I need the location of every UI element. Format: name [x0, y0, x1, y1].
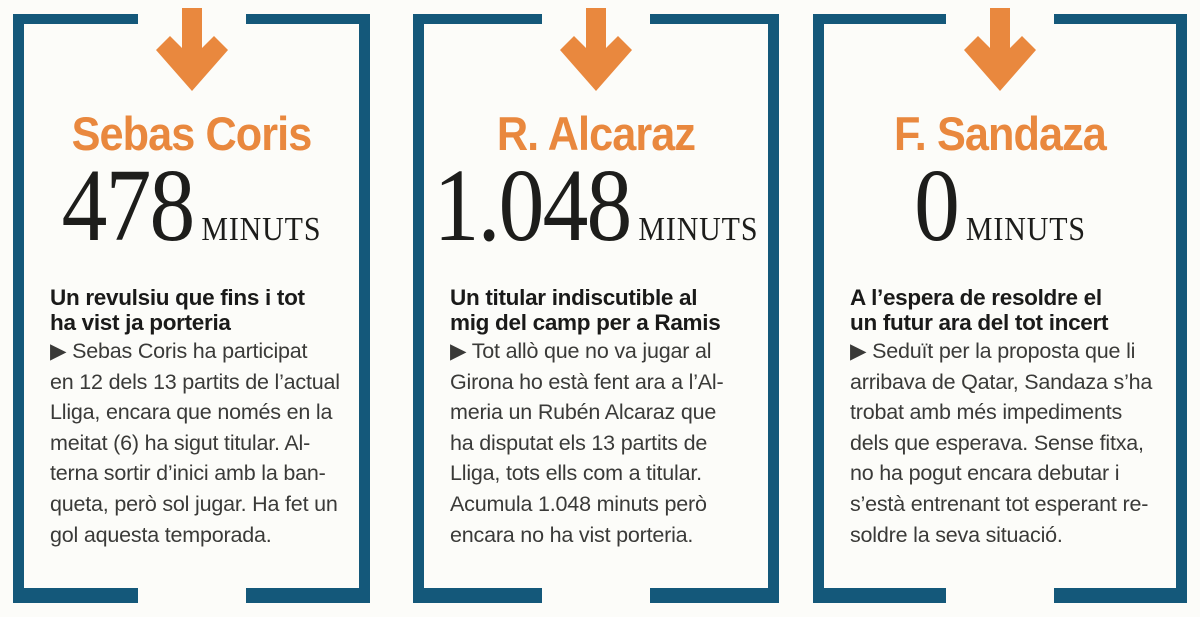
frame-left-edge: [13, 14, 24, 603]
player-panel-r-alcaraz: R. Alcaraz 1.048 MINUTS Un titular indis…: [413, 8, 779, 603]
panel-body-text: ▶ Seduït per la proposta que li arribava…: [850, 339, 1153, 547]
panel-headline: Un revulsiu que fins i tot ha vist ja po…: [50, 285, 305, 335]
player-name: Sebas Coris: [71, 107, 313, 160]
minutes-value: 0: [914, 148, 960, 263]
minutes-row: 1.048 MINUTS: [433, 148, 759, 263]
frame-bottom-left-segment: [13, 588, 138, 603]
minutes-unit-label: MINUTS: [638, 211, 759, 248]
player-name: F. Sandaza: [894, 107, 1107, 160]
panel-body-text: ▶ Tot allò que no va jugar al Girona ho …: [450, 339, 724, 547]
frame-top-left-segment: [813, 14, 946, 24]
minutes-value: 478: [61, 148, 196, 263]
panel-headline: A l’espera de resoldre el un futur ara d…: [850, 285, 1109, 335]
frame-right-edge: [768, 14, 779, 603]
frame-right-edge: [359, 14, 370, 603]
frame-top-right-segment: [650, 14, 779, 24]
down-arrow-icon: [560, 8, 632, 91]
frame-top-right-segment: [1054, 14, 1187, 24]
frame-top-right-segment: [245, 14, 370, 24]
frame-left-edge: [413, 14, 424, 603]
minutes-unit-label: MINUTS: [965, 211, 1086, 248]
minutes-unit-label: MINUTS: [201, 211, 322, 248]
frame-right-edge: [1176, 14, 1187, 603]
frame-top-left-segment: [13, 14, 138, 24]
minutes-row: 478 MINUTS: [34, 154, 348, 258]
frame-bottom-right-segment: [650, 588, 779, 603]
player-panel-f-sandaza: F. Sandaza 0 MINUTS A l’espera de resold…: [813, 8, 1187, 603]
player-panel-sebas-coris: Sebas Coris 478 MINUTS Un revulsiu que f…: [13, 8, 370, 603]
frame-bottom-left-segment: [413, 588, 542, 603]
down-arrow-icon: [155, 8, 228, 91]
frame-bottom-right-segment: [1054, 588, 1187, 603]
minutes-row: 0 MINUTS: [835, 154, 1164, 258]
frame-bottom-right-segment: [245, 588, 370, 603]
panel-body-text: ▶ Sebas Coris ha participat en 12 dels 1…: [50, 339, 340, 547]
frame-top-left-segment: [413, 14, 542, 24]
player-name: R. Alcaraz: [496, 107, 696, 160]
frame-left-edge: [813, 14, 824, 603]
minutes-value: 1.048: [433, 148, 633, 263]
down-arrow-icon: [964, 8, 1036, 91]
panel-headline: Un titular indiscutible al mig del camp …: [450, 285, 721, 335]
frame-bottom-left-segment: [813, 588, 946, 603]
